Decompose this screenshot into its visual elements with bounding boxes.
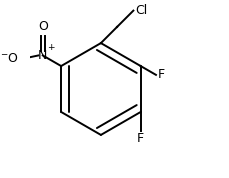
Text: N: N [38,49,47,62]
Text: $^{-}$O: $^{-}$O [0,53,19,66]
Text: Cl: Cl [135,4,147,17]
Text: +: + [46,43,54,52]
Text: F: F [157,68,164,81]
Text: O: O [38,20,47,33]
Text: F: F [136,132,144,145]
